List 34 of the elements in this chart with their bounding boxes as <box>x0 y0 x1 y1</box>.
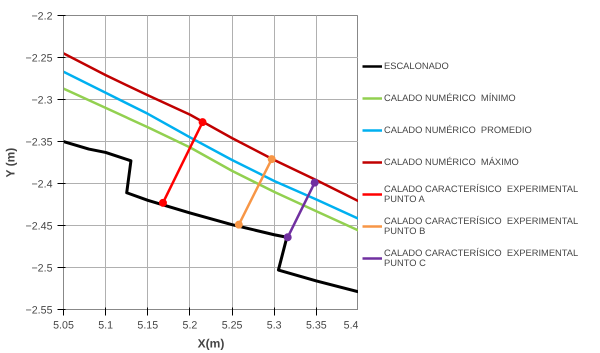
legend-label: CALADO CARACTERÍSICO EXPERIMENTAL PUNTO C <box>384 248 578 268</box>
x-tick-label: 5.2 <box>182 320 198 332</box>
x-tick-label: 5.4 <box>344 320 359 332</box>
legend-label: CALADO CARACTERÍSICO EXPERIMENTAL PUNTO A <box>384 184 578 204</box>
line-series <box>64 52 358 202</box>
point <box>268 155 276 164</box>
x-tick-label: 5.35 <box>306 320 327 332</box>
line-series <box>64 87 358 232</box>
line-series <box>64 70 358 220</box>
x-axis-title: X(m) <box>198 336 224 350</box>
point <box>234 220 243 229</box>
point <box>198 118 207 126</box>
x-tick-label: 5.3 <box>266 320 282 332</box>
y-tick-label: −2.2 <box>31 10 53 22</box>
point <box>284 233 292 242</box>
y-tick-label: −2.5 <box>31 262 53 274</box>
x-tick-label: 5.25 <box>222 320 243 332</box>
x-tick-label: 5.1 <box>98 320 114 332</box>
y-tick-label: −2.35 <box>26 136 53 148</box>
y-tick-label: −2.45 <box>26 220 53 232</box>
x-tick-label: 5.05 <box>53 320 74 332</box>
y-tick-label: −2.3 <box>31 94 53 106</box>
point <box>158 198 167 207</box>
point <box>310 178 319 187</box>
legend-label: CALADO CARACTERÍSICO EXPERIMENTAL PUNTO B <box>384 216 578 236</box>
legend-label: CALADO NUMÉRICO PROMEDIO <box>384 125 532 135</box>
y-axis-title: Y (m) <box>4 148 18 178</box>
y-tick-label: −2.4 <box>31 178 53 190</box>
legend-label: CALADO NUMÉRICO MÁXIMO <box>384 157 519 167</box>
y-tick-label: −2.55 <box>26 304 53 316</box>
x-tick-label: 5.15 <box>137 320 158 332</box>
y-tick-label: −2.25 <box>26 52 53 64</box>
legend-label: CALADO NUMÉRICO MÍNIMO <box>384 93 516 103</box>
legend-label: ESCALONADO <box>384 61 449 71</box>
